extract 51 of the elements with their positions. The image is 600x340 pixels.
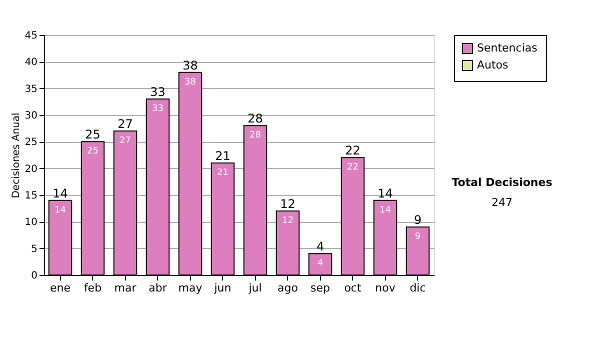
total-label: 33	[150, 85, 166, 99]
y-tick-label: 10	[24, 217, 38, 228]
y-tick-label: 30	[24, 110, 38, 122]
total-label: 28	[248, 112, 263, 126]
data-label: 38	[184, 77, 196, 88]
x-tick-label: mar	[114, 282, 137, 294]
legend-label: Sentencias	[477, 42, 538, 54]
total-label: 27	[118, 117, 133, 131]
x-tick-label: oct	[344, 282, 362, 294]
y-tick-label: 0	[31, 270, 38, 282]
y-tick-label: 45	[24, 30, 38, 42]
text: 247	[492, 196, 512, 209]
y-tick-label: 40	[24, 57, 38, 68]
data-label: 4	[317, 258, 324, 269]
data-label: 21	[217, 168, 228, 178]
x-tick-label: dic	[410, 282, 426, 294]
y-tick-label: 15	[24, 190, 38, 202]
legend-label: Autos	[477, 58, 509, 72]
data-label: 9	[414, 232, 421, 242]
y-tick-label: 20	[24, 164, 38, 175]
x-tick-label: may	[178, 282, 203, 294]
y-tick-label: 25	[24, 137, 38, 148]
total-label: 25	[85, 128, 100, 142]
x-tick-label: jun	[213, 282, 232, 294]
total-label: 14	[378, 186, 393, 200]
data-label: 28	[250, 130, 262, 141]
x-tick-label: nov	[375, 282, 396, 294]
total-label: 9	[414, 213, 422, 227]
text: Total Decisiones	[452, 176, 553, 189]
data-label: 27	[120, 136, 131, 146]
x-tick-label: jul	[248, 282, 262, 294]
y-axis-title: Decisiones Anual	[10, 112, 22, 198]
x-tick-label: abr	[148, 282, 168, 294]
x-tick-label: ago	[278, 282, 298, 294]
data-label: 14	[54, 205, 66, 216]
data-label: 12	[282, 216, 294, 226]
x-tick-label: ene	[50, 282, 71, 294]
data-label: 14	[380, 205, 392, 216]
total-label: 12	[280, 197, 296, 211]
total-label: 38	[182, 58, 198, 72]
data-label: 33	[152, 104, 164, 114]
total-label: 14	[52, 186, 68, 200]
total-label: 21	[215, 149, 230, 163]
data-label: 25	[87, 146, 98, 157]
data-label: 22	[347, 162, 358, 173]
total-label: 22	[345, 144, 360, 158]
y-tick-label: 35	[24, 84, 38, 95]
x-tick-label: sep	[310, 282, 330, 294]
x-tick-label: feb	[84, 282, 102, 294]
y-tick-label: 5	[31, 244, 38, 255]
total-label: 4	[316, 240, 324, 254]
